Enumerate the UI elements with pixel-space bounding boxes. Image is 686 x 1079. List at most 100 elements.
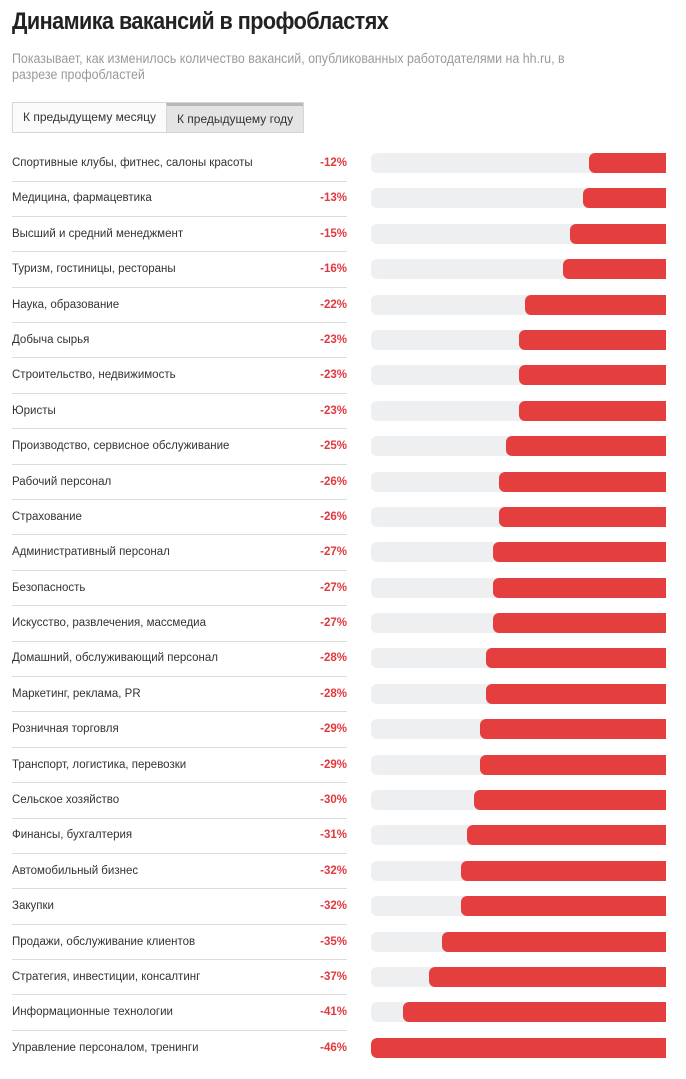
bar-track <box>371 153 666 173</box>
row-divider <box>12 463 347 465</box>
value-label: -32% <box>320 864 347 877</box>
bar-track <box>371 790 666 811</box>
bar <box>403 1002 666 1023</box>
bar-track <box>371 825 666 846</box>
chart-row: Продажи, обслуживание клиентов -35% <box>0 925 686 961</box>
value-label: -46% <box>320 1041 347 1054</box>
chart-row: Автомобильный бизнес -32% <box>0 854 686 890</box>
bar <box>492 577 666 598</box>
row-divider <box>12 569 347 571</box>
category-label: Автомобильный бизнес <box>12 864 139 877</box>
value-label: -15% <box>320 227 347 240</box>
value-label: -31% <box>320 829 347 842</box>
row-divider <box>12 852 347 854</box>
chart-row: Сельское хозяйство -30% <box>0 783 686 819</box>
bar <box>480 754 666 775</box>
chart-row: Безопасность -27% <box>0 571 686 607</box>
bar <box>473 790 666 811</box>
category-label: Розничная торговля <box>12 723 119 736</box>
row-divider <box>12 817 347 819</box>
bar <box>441 931 666 952</box>
category-label: Информационные технологии <box>12 1006 173 1019</box>
category-label: Туризм, гостиницы, рестораны <box>12 263 176 276</box>
row-divider <box>12 605 347 607</box>
bar <box>492 542 666 563</box>
value-label: -35% <box>320 935 347 948</box>
bar <box>499 471 666 492</box>
period-tabs: К предыдущему месяцу К предыдущему году <box>12 102 305 133</box>
category-label: Управление персоналом, тренинги <box>12 1041 199 1054</box>
value-label: -41% <box>320 1006 347 1019</box>
category-label: Закупки <box>12 900 54 913</box>
chart-row: Транспорт, логистика, перевозки -29% <box>0 748 686 784</box>
chart-row: Финансы, бухгалтерия -31% <box>0 818 686 854</box>
tab-previous-month[interactable]: К предыдущему месяцу <box>13 103 166 132</box>
row-divider <box>12 251 347 253</box>
bar <box>371 1037 666 1058</box>
value-label: -23% <box>320 369 347 382</box>
page-subtitle: Показывает, как изменилось количество ва… <box>12 51 565 82</box>
bar-track <box>371 259 666 280</box>
row-divider <box>12 392 347 394</box>
category-label: Рабочий персонал <box>12 475 112 488</box>
chart-row: Страхование -26% <box>0 500 686 536</box>
row-divider <box>12 286 347 288</box>
bar-track <box>371 542 666 563</box>
value-label: -29% <box>320 723 347 736</box>
value-label: -29% <box>320 758 347 771</box>
row-divider <box>12 888 347 890</box>
category-label: Наука, образование <box>12 298 120 311</box>
bar-track <box>371 860 666 881</box>
bar-track <box>371 188 666 209</box>
value-label: -13% <box>320 192 347 205</box>
chart-row: Наука, образование -22% <box>0 288 686 324</box>
category-label: Безопасность <box>12 581 86 594</box>
row-divider <box>12 994 347 996</box>
chart-row: Административный персонал -27% <box>0 535 686 571</box>
category-label: Юристы <box>12 404 56 417</box>
bar <box>486 683 666 704</box>
bar <box>563 259 666 280</box>
bar-track <box>371 896 666 917</box>
bar-track <box>371 400 666 421</box>
bar-track <box>371 329 666 350</box>
chart-row: Домашний, обслуживающий персонал -28% <box>0 641 686 677</box>
category-label: Транспорт, логистика, перевозки <box>12 758 187 771</box>
chart-row: Высший и средний менеджмент -15% <box>0 217 686 253</box>
bar <box>499 506 666 527</box>
category-label: Производство, сервисное обслуживание <box>12 440 230 453</box>
value-label: -26% <box>320 475 347 488</box>
category-label: Маркетинг, реклама, PR <box>12 687 141 700</box>
bar-track <box>371 1002 666 1023</box>
category-label: Добыча сырья <box>12 333 90 346</box>
row-divider <box>12 782 347 784</box>
row-divider <box>12 322 347 324</box>
value-label: -23% <box>320 333 347 346</box>
chart-row: Закупки -32% <box>0 889 686 925</box>
bar <box>460 860 666 881</box>
row-divider <box>12 180 347 182</box>
chart-row: Маркетинг, реклама, PR -28% <box>0 677 686 713</box>
chart-row: Управление персоналом, тренинги -46% <box>0 1031 686 1066</box>
category-label: Стратегия, инвестиции, консалтинг <box>12 970 201 983</box>
bar-track <box>371 613 666 634</box>
category-label: Строительство, недвижимость <box>12 369 176 382</box>
bar <box>505 436 666 457</box>
bar <box>582 188 666 209</box>
bar <box>480 719 666 740</box>
value-label: -16% <box>320 263 347 276</box>
row-divider <box>12 923 347 925</box>
bar-track <box>371 365 666 386</box>
bar <box>492 613 666 634</box>
category-label: Медицина, фармацевтика <box>12 192 152 205</box>
bar-track <box>371 1037 666 1058</box>
chart-row: Стратегия, инвестиции, консалтинг -37% <box>0 960 686 996</box>
row-divider <box>12 746 347 748</box>
row-divider <box>12 215 347 217</box>
bar <box>569 223 666 244</box>
value-label: -25% <box>320 440 347 453</box>
tab-previous-year[interactable]: К предыдущему году <box>165 103 304 132</box>
bar-track <box>371 471 666 492</box>
value-label: -32% <box>320 900 347 913</box>
row-divider <box>12 428 347 430</box>
